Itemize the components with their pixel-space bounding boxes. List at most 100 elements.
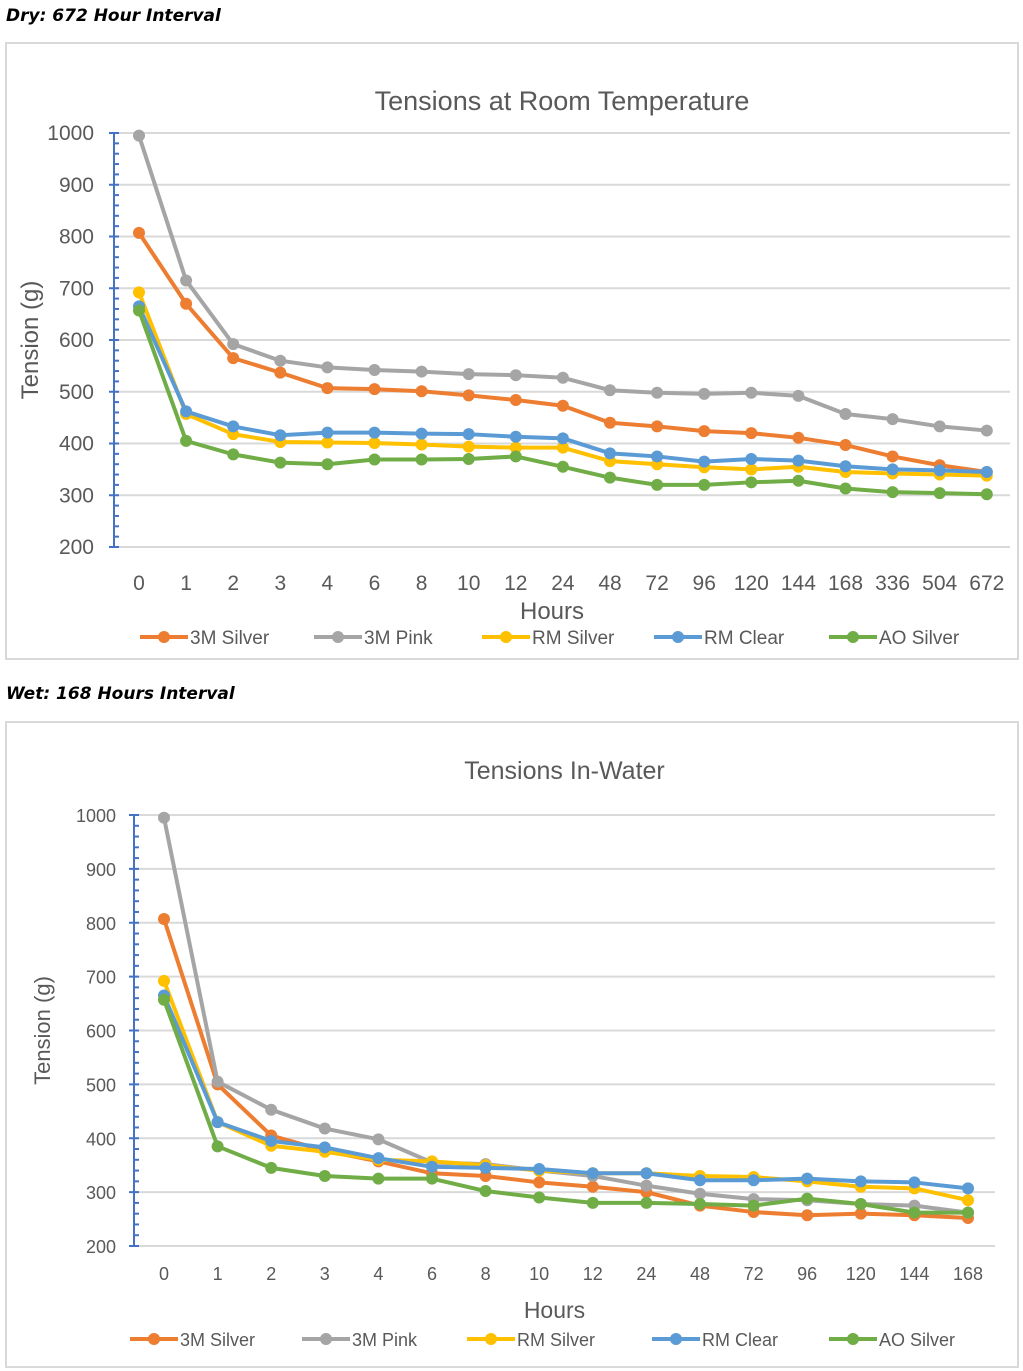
x-tick-label: 72	[645, 572, 668, 595]
data-point-ao-silver	[694, 1197, 706, 1210]
data-point-3m-silver	[133, 226, 145, 239]
data-point-rm-clear	[698, 455, 711, 468]
x-tick-label: 336	[875, 572, 910, 595]
data-point-3m-silver	[792, 431, 805, 444]
data-point-rm-clear	[801, 1172, 814, 1185]
y-tick-label: 300	[59, 484, 94, 507]
data-point-rm-clear	[651, 450, 664, 463]
series-line-rm-clear	[162, 994, 969, 1191]
y-tick-label: 400	[86, 1129, 116, 1149]
data-point-3m-pink	[368, 364, 381, 377]
x-tick-label: 168	[953, 1264, 983, 1284]
data-point-3m-silver	[274, 366, 287, 379]
data-point-3m-pink	[265, 1103, 278, 1116]
x-tick-label: 96	[797, 1264, 817, 1284]
data-point-rm-silver	[368, 436, 381, 449]
x-tick-label: 1	[213, 1264, 223, 1284]
data-point-rm-clear	[426, 1160, 438, 1173]
data-point-3m-pink	[133, 129, 145, 142]
legend-label-3m-silver: 3M Silver	[190, 628, 270, 649]
data-point-rm-clear	[479, 1161, 492, 1174]
data-point-ao-silver	[651, 478, 664, 491]
data-point-rm-clear	[839, 460, 852, 473]
y-tick-label: 800	[86, 914, 116, 934]
x-tick-label: 120	[734, 572, 769, 595]
y-tick-label: 1000	[76, 806, 116, 826]
data-point-rm-clear	[980, 465, 993, 478]
y-tick-label: 200	[86, 1237, 116, 1257]
data-point-3m-pink	[158, 811, 170, 824]
x-tick-label: 1	[180, 572, 192, 595]
x-tick-label: 12	[583, 1264, 603, 1284]
x-tick-label: 144	[781, 572, 816, 595]
series-line-3m-pink	[137, 134, 987, 433]
x-tick-label: 48	[690, 1264, 710, 1284]
data-point-rm-clear	[854, 1175, 867, 1188]
y-axis-label: Tension (g)	[30, 976, 55, 1085]
data-point-rm-clear	[694, 1174, 706, 1187]
data-point-ao-silver	[962, 1206, 974, 1219]
data-point-rm-clear	[933, 464, 946, 477]
data-point-ao-silver	[586, 1196, 599, 1209]
x-tick-label: 4	[322, 572, 334, 595]
data-point-ao-silver	[801, 1192, 814, 1205]
data-point-3m-silver	[586, 1180, 599, 1193]
data-point-rm-clear	[556, 432, 569, 445]
legend-label-ao-silver: AO Silver	[879, 628, 960, 649]
data-point-ao-silver	[321, 458, 334, 471]
data-point-ao-silver	[426, 1172, 438, 1185]
x-tick-label: 4	[373, 1264, 383, 1284]
data-point-3m-silver	[368, 383, 381, 396]
data-point-3m-silver	[698, 425, 711, 438]
legend-label-rm-silver: RM Silver	[532, 628, 615, 649]
legend-label-rm-silver: RM Silver	[517, 1330, 595, 1350]
data-point-ao-silver	[180, 434, 193, 447]
data-point-3m-pink	[509, 369, 522, 382]
y-tick-label: 600	[59, 329, 94, 352]
data-point-3m-silver	[854, 1207, 867, 1220]
legend-marker-rm-silver	[500, 631, 512, 643]
data-point-rm-clear	[318, 1141, 331, 1154]
x-tick-label: 144	[899, 1264, 929, 1284]
x-tick-label: 0	[159, 1264, 169, 1284]
chart-dry-frame: Tensions at Room Temperature 200 300 400 500…	[5, 42, 1019, 660]
data-point-3m-pink	[415, 365, 428, 378]
y-tick-label: 700	[59, 277, 94, 300]
data-point-3m-silver	[839, 439, 852, 452]
data-point-ao-silver	[745, 476, 758, 489]
x-tick-label: 12	[504, 572, 527, 595]
data-point-ao-silver	[908, 1206, 921, 1219]
data-point-rm-clear	[886, 463, 899, 476]
legend-marker-ao-silver	[847, 1333, 859, 1345]
data-point-ao-silver	[372, 1172, 385, 1185]
legend-label-3m-silver: 3M Silver	[180, 1330, 255, 1350]
data-point-ao-silver	[604, 471, 616, 484]
data-point-3m-pink	[745, 386, 758, 399]
data-point-rm-clear	[962, 1182, 974, 1195]
x-tick-label: 504	[922, 572, 957, 595]
data-point-rm-clear	[747, 1174, 760, 1187]
x-tick-label: 168	[828, 572, 863, 595]
data-point-3m-pink	[651, 386, 664, 399]
series-line-rm-silver	[162, 980, 969, 1203]
data-point-3m-pink	[886, 413, 899, 426]
chart-title: Tensions at Room Temperature	[375, 86, 750, 116]
data-point-ao-silver	[462, 453, 475, 466]
data-point-3m-pink	[694, 1187, 706, 1200]
data-point-ao-silver	[158, 993, 170, 1006]
y-tick-label: 500	[86, 1075, 116, 1095]
x-tick-label: 2	[266, 1264, 276, 1284]
legend-marker-3m-pink	[320, 1333, 332, 1345]
data-point-rm-silver	[158, 974, 170, 987]
data-point-3m-silver	[604, 416, 616, 429]
data-point-rm-clear	[462, 428, 475, 441]
data-point-rm-clear	[586, 1167, 599, 1180]
chart-wet-frame: Tensions In-Water 200 300 400 500 600 700 800 90…	[5, 721, 1019, 1368]
data-point-ao-silver	[698, 478, 711, 491]
data-point-3m-silver	[158, 912, 170, 925]
data-point-3m-pink	[321, 361, 334, 374]
legend-label-3m-pink: 3M Pink	[364, 628, 433, 649]
y-tick-label: 700	[86, 968, 116, 988]
data-point-rm-clear	[368, 426, 381, 439]
data-point-3m-pink	[227, 338, 240, 351]
